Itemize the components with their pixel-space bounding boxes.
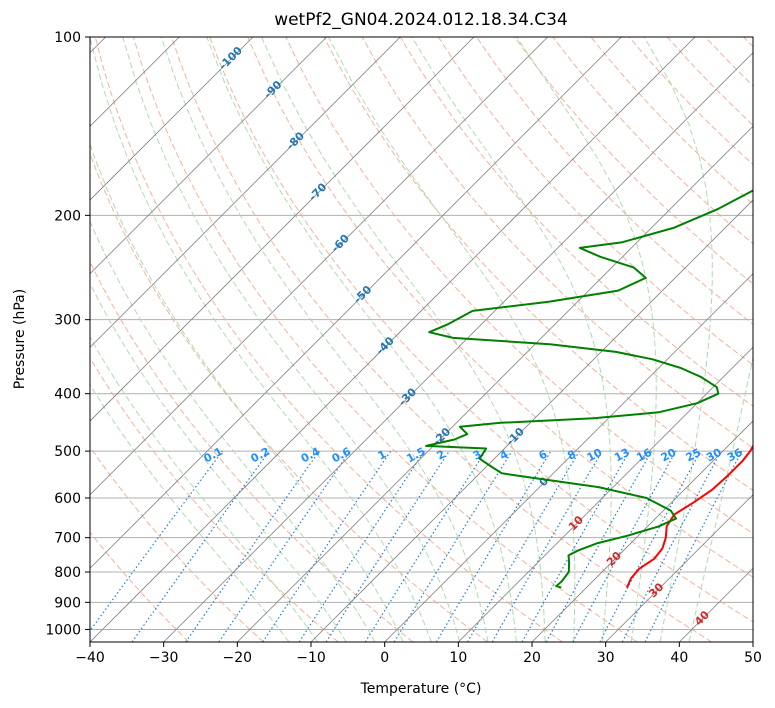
- y-tick-label: 700: [54, 531, 81, 547]
- mixing-ratio-line: [262, 450, 392, 642]
- mixing-ratio-lines: [90, 450, 743, 642]
- mixing-ratio-label: 25: [684, 446, 704, 465]
- isotherm-line: [90, 37, 548, 496]
- mixing-ratio-label: 10: [585, 446, 605, 465]
- moist-adiabat-line: [328, 37, 576, 642]
- mixing-ratio-label: 13: [612, 446, 632, 465]
- x-axis-label: Temperature (°C): [360, 681, 482, 697]
- dry-adiabat-line: [514, 37, 753, 285]
- isotherm-line: [90, 37, 475, 422]
- y-tick-label: 600: [54, 491, 81, 507]
- dry-adiabat-line: [132, 37, 638, 642]
- moist-adiabat-line: [411, 37, 612, 642]
- moist-adiabat-line: [122, 37, 461, 642]
- isotherm-line: [384, 273, 753, 642]
- mixing-ratio-line: [131, 450, 270, 642]
- moist-adiabat-line: [90, 37, 432, 642]
- dry-adiabat-line: [399, 37, 753, 407]
- x-tick-label: 50: [744, 650, 762, 666]
- y-tick-label: 200: [54, 208, 81, 224]
- isotherms: [90, 37, 753, 642]
- dry-adiabat-line: [247, 37, 753, 578]
- isotherm-line: [605, 494, 753, 642]
- mixing-ratio-line: [325, 450, 450, 642]
- dry-adiabat-line: [171, 37, 712, 642]
- y-tick-label: 500: [54, 444, 81, 460]
- x-tick-label: 30: [597, 650, 615, 666]
- mixing-ratio-line: [90, 450, 223, 632]
- mixing-ratio-line: [572, 450, 677, 642]
- moist-adiabat-line: [90, 142, 404, 642]
- mixing-ratio-label: 16: [634, 446, 654, 465]
- mixing-ratio-line: [644, 450, 743, 642]
- dry-adiabat-line: [94, 37, 563, 642]
- dry-adiabat-line: [90, 531, 190, 642]
- mixing-ratio-line: [298, 450, 425, 642]
- mixing-ratio-label: 20: [659, 446, 679, 465]
- isotherm-line: [90, 37, 622, 569]
- moist-adiabat-line: [261, 37, 546, 642]
- moist-adiabat-line: [206, 37, 517, 642]
- moist-adiabat-line: [643, 37, 713, 642]
- isotherm-line: [310, 199, 753, 642]
- isotherm-line: [237, 125, 753, 642]
- sounding-series: [425, 189, 753, 589]
- y-tick-label: 1000: [45, 622, 81, 638]
- isotherm-line: [458, 346, 753, 642]
- dry-adiabat-line: [90, 356, 339, 642]
- dry-adiabat-line: [90, 152, 488, 642]
- pressure-grid: [90, 37, 753, 630]
- mixing-ratio-line: [185, 450, 320, 642]
- isotherm-line: [90, 37, 254, 201]
- dry-adiabat-line: [437, 37, 753, 366]
- y-tick-label: 900: [54, 595, 81, 611]
- isotherm-line: [90, 37, 401, 348]
- isotherm-line: [90, 37, 696, 642]
- mixing-ratio-line: [218, 450, 351, 642]
- x-tick-label: −10: [296, 650, 326, 666]
- dry-adiabat-line: [361, 37, 753, 449]
- chart-title: wetPf2_GN04.2024.012.18.34.C34: [274, 10, 568, 30]
- moist-adiabat-line: [90, 282, 347, 642]
- mixing-ratio-line: [521, 450, 631, 642]
- y-axis-label: Pressure (hPa): [12, 289, 28, 389]
- x-tick-label: 40: [670, 650, 688, 666]
- y-tick-label: 300: [54, 313, 81, 329]
- moist-adiabat-line: [90, 336, 319, 642]
- x-axis-ticks: −40 −30 −20 −10 0 10 20 30 40 50: [75, 642, 762, 666]
- moist-adiabat-line: [516, 37, 657, 642]
- x-tick-label: 0: [380, 650, 389, 666]
- dry-adiabat-line: [285, 37, 753, 535]
- dry-adiabats: [90, 37, 753, 642]
- moist-adiabat-line: [160, 37, 489, 642]
- dry-adiabat-line: [209, 37, 753, 623]
- plot-frame: [89, 36, 754, 643]
- y-tick-label: 800: [54, 565, 81, 581]
- y-tick-label: 100: [54, 30, 81, 46]
- x-tick-label: 10: [449, 650, 467, 666]
- mixing-ratio-label: 36: [725, 446, 745, 465]
- dry-adiabat-line: [90, 446, 264, 642]
- x-tick-label: −30: [149, 650, 179, 666]
- dewpoint-line: [425, 189, 753, 589]
- isotherm-line: [531, 420, 753, 642]
- x-tick-label: −40: [75, 650, 105, 666]
- y-tick-label: 400: [54, 387, 81, 403]
- isotherm-line: [90, 37, 327, 275]
- mixing-ratio-label: 30: [704, 446, 724, 465]
- mixing-ratio-line: [393, 450, 513, 642]
- x-tick-label: 20: [523, 650, 541, 666]
- y-axis-ticks: 100 200 300 400 500 600 700 800 900 1000: [45, 30, 90, 638]
- x-tick-label: −20: [223, 650, 253, 666]
- moist-adiabat-line: [90, 220, 376, 642]
- moist-adiabat-line: [90, 383, 290, 642]
- temperature-line: [625, 444, 753, 589]
